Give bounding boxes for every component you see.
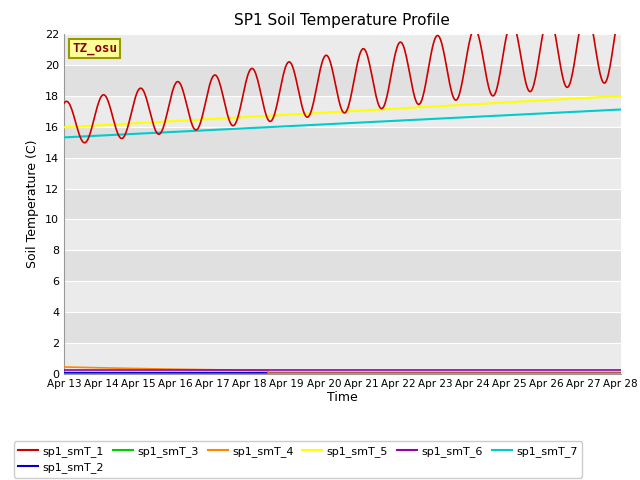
sp1_smT_4 xyxy=(127,366,135,372)
sp1_smT_5 xyxy=(410,105,418,110)
sp1_smT_1 xyxy=(128,107,136,112)
sp1_smT_2 xyxy=(426,369,434,374)
sp1_smT_5 xyxy=(184,118,192,123)
sp1_smT_1 xyxy=(428,51,435,57)
sp1_smT_2 xyxy=(60,369,68,374)
Title: SP1 Soil Temperature Profile: SP1 Soil Temperature Profile xyxy=(234,13,451,28)
sp1_smT_7 xyxy=(617,107,625,112)
sp1_smT_3 xyxy=(184,370,192,376)
sp1_smT_5 xyxy=(617,93,625,99)
sp1_smT_7 xyxy=(426,116,434,122)
sp1_smT_3 xyxy=(410,370,418,376)
Line: sp1_smT_1: sp1_smT_1 xyxy=(64,6,621,143)
sp1_smT_1 xyxy=(617,3,625,9)
sp1_smT_4 xyxy=(70,364,78,370)
sp1_smT_7 xyxy=(410,117,418,123)
Bar xyxy=(64,34,621,65)
sp1_smT_5 xyxy=(426,104,434,109)
sp1_smT_4 xyxy=(214,367,221,372)
sp1_smT_6 xyxy=(127,367,135,372)
sp1_smT_7 xyxy=(70,134,78,140)
sp1_smT_6 xyxy=(617,367,625,372)
sp1_smT_1 xyxy=(81,140,89,145)
sp1_smT_4 xyxy=(264,370,272,376)
Legend: sp1_smT_1, sp1_smT_2, sp1_smT_3, sp1_smT_4, sp1_smT_5, sp1_smT_6, sp1_smT_7: sp1_smT_1, sp1_smT_2, sp1_smT_3, sp1_smT… xyxy=(13,441,582,478)
sp1_smT_6 xyxy=(184,367,192,372)
sp1_smT_2 xyxy=(214,369,221,374)
Bar xyxy=(64,312,621,343)
sp1_smT_7 xyxy=(184,128,192,134)
Bar xyxy=(64,251,621,281)
sp1_smT_4 xyxy=(184,367,192,372)
Bar xyxy=(64,65,621,96)
Bar xyxy=(64,219,621,251)
sp1_smT_4 xyxy=(411,370,419,376)
sp1_smT_2 xyxy=(410,369,418,374)
sp1_smT_1 xyxy=(185,110,193,116)
Bar xyxy=(64,157,621,189)
Bar xyxy=(64,127,621,157)
sp1_smT_7 xyxy=(214,127,221,132)
sp1_smT_5 xyxy=(214,116,221,121)
sp1_smT_5 xyxy=(127,120,135,126)
Bar xyxy=(64,189,621,219)
sp1_smT_3 xyxy=(60,370,68,376)
sp1_smT_3 xyxy=(426,370,434,376)
sp1_smT_2 xyxy=(184,369,192,374)
sp1_smT_7 xyxy=(127,131,135,137)
sp1_smT_6 xyxy=(60,367,68,372)
Text: TZ_osu: TZ_osu xyxy=(72,42,117,55)
sp1_smT_1 xyxy=(70,114,78,120)
sp1_smT_6 xyxy=(214,367,221,372)
Bar xyxy=(64,343,621,374)
sp1_smT_3 xyxy=(127,370,135,376)
sp1_smT_3 xyxy=(70,370,78,376)
sp1_smT_7 xyxy=(60,134,68,140)
Bar xyxy=(64,281,621,312)
sp1_smT_6 xyxy=(426,367,434,372)
sp1_smT_4 xyxy=(617,370,625,376)
sp1_smT_2 xyxy=(70,369,78,374)
sp1_smT_5 xyxy=(70,124,78,130)
sp1_smT_1 xyxy=(60,100,68,106)
Line: sp1_smT_7: sp1_smT_7 xyxy=(64,109,621,137)
sp1_smT_2 xyxy=(617,369,625,374)
Line: sp1_smT_5: sp1_smT_5 xyxy=(64,96,621,127)
sp1_smT_1 xyxy=(411,95,419,100)
sp1_smT_1 xyxy=(214,76,222,82)
sp1_smT_6 xyxy=(70,367,78,372)
sp1_smT_3 xyxy=(617,370,625,376)
Bar xyxy=(64,96,621,127)
sp1_smT_2 xyxy=(127,369,135,374)
sp1_smT_6 xyxy=(410,367,418,372)
sp1_smT_4 xyxy=(60,364,68,370)
X-axis label: Time: Time xyxy=(327,391,358,404)
Y-axis label: Soil Temperature (C): Soil Temperature (C) xyxy=(26,140,39,268)
sp1_smT_4 xyxy=(428,370,435,376)
sp1_smT_3 xyxy=(214,370,221,376)
Line: sp1_smT_4: sp1_smT_4 xyxy=(64,367,621,373)
sp1_smT_5 xyxy=(60,124,68,130)
